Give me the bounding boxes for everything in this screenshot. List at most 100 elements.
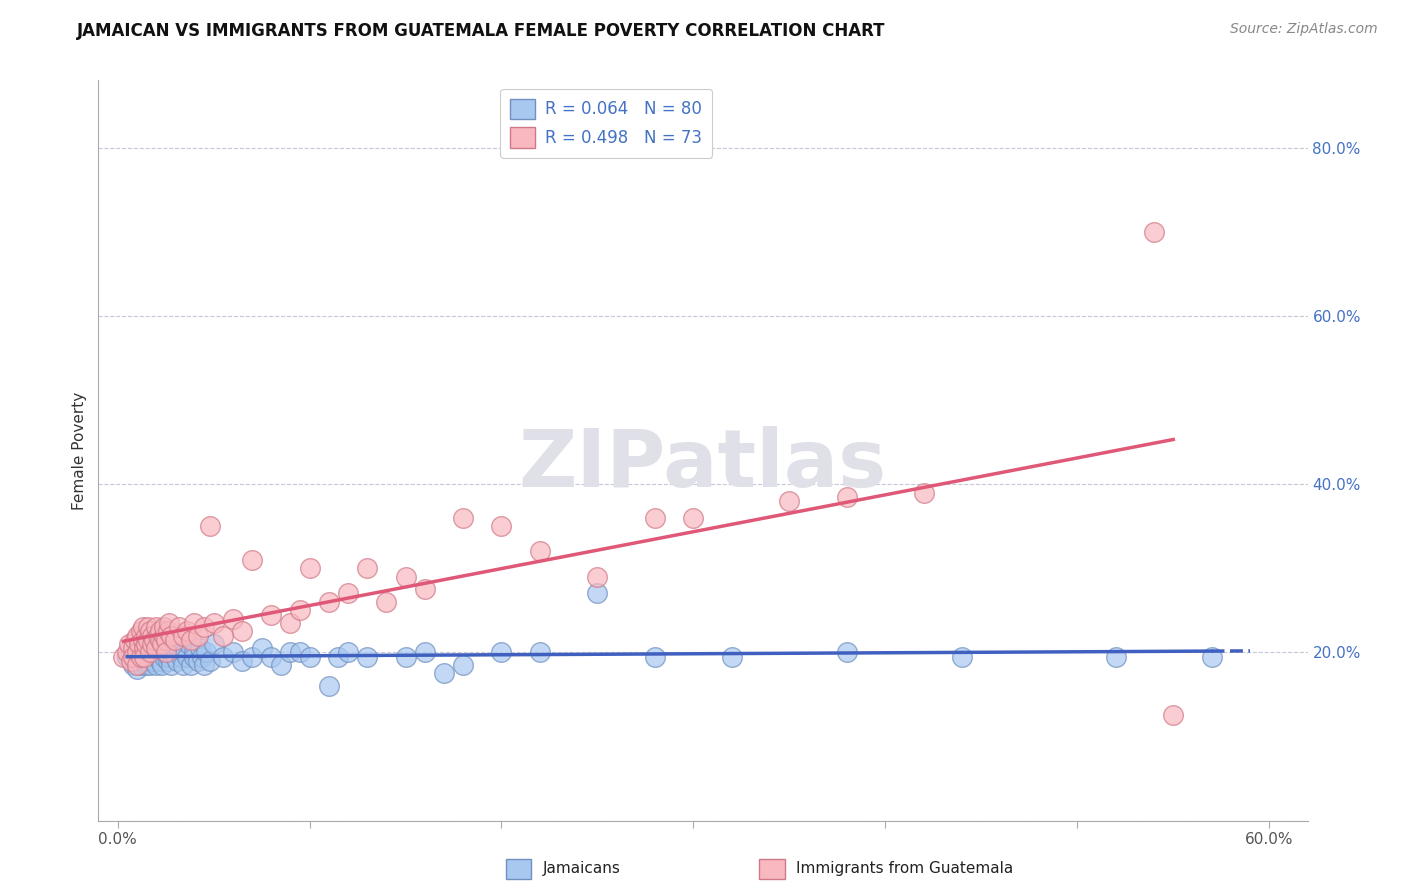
Point [145, 641, 167, 656]
Point [336, 586, 359, 600]
Point [194, 645, 217, 659]
Point [134, 641, 156, 656]
Point [156, 654, 179, 668]
Point [152, 620, 174, 634]
Point [139, 658, 162, 673]
Point [912, 485, 935, 500]
Point [118, 637, 141, 651]
Point [433, 666, 456, 681]
Point [141, 628, 163, 642]
Point [165, 632, 187, 647]
Point [644, 649, 666, 664]
Point [124, 641, 146, 656]
Point [155, 632, 177, 647]
Point [122, 649, 145, 664]
Point [135, 654, 157, 668]
Text: Immigrants from Guatemala: Immigrants from Guatemala [796, 862, 1014, 876]
Text: Source: ZipAtlas.com: Source: ZipAtlas.com [1230, 22, 1378, 37]
Point [231, 654, 253, 668]
Point [356, 561, 378, 575]
Point [336, 645, 359, 659]
Point [167, 620, 190, 634]
Point [129, 649, 152, 664]
Point [135, 658, 157, 673]
Text: Jamaicans: Jamaicans [543, 862, 620, 876]
Point [159, 649, 181, 664]
Point [260, 649, 283, 664]
Point [152, 649, 174, 664]
Point [529, 645, 551, 659]
Point [125, 628, 148, 642]
Point [180, 658, 202, 673]
Point [155, 645, 177, 659]
Point [176, 624, 198, 639]
Legend: R = 0.064   N = 80, R = 0.498   N = 73: R = 0.064 N = 80, R = 0.498 N = 73 [501, 88, 713, 158]
Point [950, 649, 973, 664]
Point [160, 628, 183, 642]
Point [129, 637, 152, 651]
Point [240, 553, 263, 567]
Point [231, 624, 253, 639]
Point [152, 628, 174, 642]
Point [136, 632, 159, 647]
Point [183, 649, 205, 664]
Point [141, 649, 163, 664]
Point [183, 645, 205, 659]
Point [146, 649, 169, 664]
Point [129, 658, 152, 673]
Point [145, 641, 167, 656]
Point [139, 645, 162, 659]
Point [165, 649, 187, 664]
Point [125, 662, 148, 676]
Point [172, 628, 194, 642]
Point [125, 645, 148, 659]
Point [491, 645, 513, 659]
Point [644, 510, 666, 524]
Point [124, 632, 146, 647]
Point [120, 654, 142, 668]
Point [136, 649, 159, 664]
Point [143, 654, 166, 668]
Point [318, 595, 340, 609]
Point [198, 519, 221, 533]
Point [129, 624, 152, 639]
Point [134, 649, 156, 664]
Point [160, 645, 183, 659]
Point [451, 658, 474, 673]
Point [128, 637, 150, 651]
Point [586, 586, 609, 600]
Point [280, 645, 302, 659]
Point [129, 645, 152, 659]
Point [170, 649, 193, 664]
Point [491, 519, 513, 533]
Point [160, 658, 183, 673]
Point [318, 679, 340, 693]
Point [122, 641, 145, 656]
Point [202, 637, 225, 651]
Point [135, 641, 157, 656]
Point [394, 569, 416, 583]
Point [451, 510, 474, 524]
Point [375, 595, 398, 609]
Point [212, 649, 235, 664]
Point [222, 612, 245, 626]
Point [125, 654, 148, 668]
Point [177, 637, 200, 651]
Point [298, 561, 321, 575]
Point [146, 645, 169, 659]
Point [167, 645, 190, 659]
Point [159, 615, 181, 630]
Point [135, 637, 157, 651]
Point [529, 544, 551, 558]
Point [586, 569, 609, 583]
Point [280, 615, 302, 630]
Point [131, 649, 153, 664]
Point [682, 510, 704, 524]
Point [356, 649, 378, 664]
Point [125, 658, 148, 673]
Point [150, 658, 173, 673]
Point [288, 645, 311, 659]
Point [193, 620, 215, 634]
Point [1161, 708, 1184, 723]
Point [115, 649, 138, 664]
